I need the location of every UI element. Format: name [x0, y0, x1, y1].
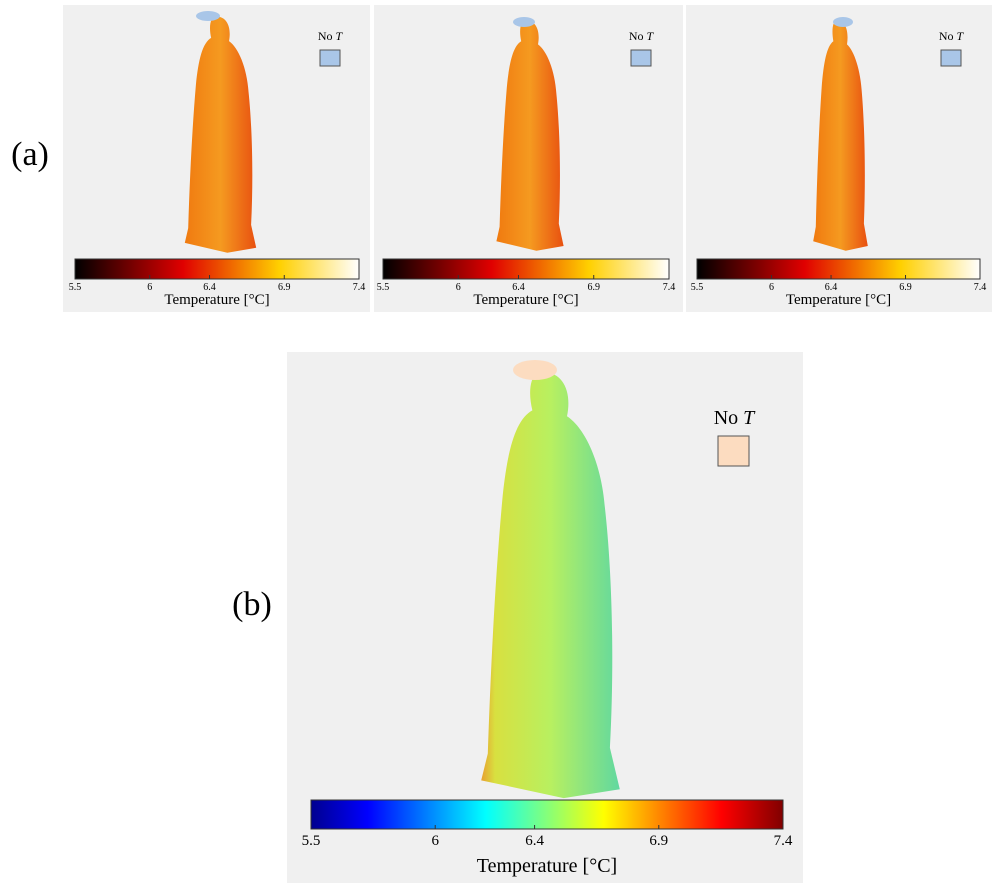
legend-label: No T — [714, 407, 756, 429]
colorbar-tick-label: 6.9 — [278, 282, 291, 293]
colorbar-tick-label: 6.9 — [899, 282, 912, 293]
legend-swatch — [630, 49, 652, 67]
colorbar-title: Temperature [°C] — [473, 292, 578, 308]
colorbar-tick-label: 7.4 — [663, 282, 676, 293]
panel-label: (a) — [11, 136, 49, 173]
legend-label: No T — [629, 29, 655, 43]
colorbar-tick-label: 6 — [431, 833, 439, 849]
legend-swatch — [717, 435, 750, 467]
colorbar-tick-label: 7.4 — [353, 282, 366, 293]
panel-label: (b) — [232, 586, 272, 623]
colorbar-tick-label: 7.4 — [974, 282, 987, 293]
colorbar-title: Temperature [°C] — [786, 292, 891, 308]
colorbar — [74, 258, 360, 280]
colorbar-tick-label: 6.9 — [587, 282, 600, 293]
colorbar-tick-label: 6 — [769, 282, 774, 293]
colorbar-title: Temperature [°C] — [164, 292, 269, 308]
legend-symbol: T — [335, 29, 343, 43]
legend-swatch — [319, 49, 341, 67]
legend-symbol: T — [956, 29, 964, 43]
colorbar — [310, 799, 784, 830]
colorbar-tick-label: 6.4 — [825, 282, 838, 293]
colorbar-tick-label: 6.4 — [512, 282, 525, 293]
colorbar-tick-label: 6.4 — [203, 282, 216, 293]
colorbar-tick-label: 7.4 — [774, 833, 793, 849]
legend-text: No — [629, 29, 644, 43]
colorbar-tick-label: 6 — [147, 282, 152, 293]
statue — [184, 11, 868, 799]
colorbar-tick-label: 6.4 — [525, 833, 544, 849]
legend-label: No T — [939, 29, 965, 43]
colorbar-tick-label: 6.9 — [649, 833, 668, 849]
legend-swatch — [940, 49, 962, 67]
colorbar — [382, 258, 670, 280]
colorbar — [696, 258, 981, 280]
legend-text: No — [318, 29, 333, 43]
colorbar-tick-label: 6 — [456, 282, 461, 293]
legend-text: No — [714, 407, 738, 429]
legend-symbol: T — [646, 29, 654, 43]
colorbar-title: Temperature [°C] — [477, 855, 617, 877]
legend-symbol: T — [743, 407, 756, 429]
legend-label: No T — [318, 29, 344, 43]
colorbar-tick-label: 5.5 — [302, 833, 321, 849]
legend-text: No — [939, 29, 954, 43]
colorbar-tick-label: 5.5 — [377, 282, 390, 293]
colorbar-tick-label: 5.5 — [69, 282, 82, 293]
colorbar-tick-label: 5.5 — [691, 282, 704, 293]
